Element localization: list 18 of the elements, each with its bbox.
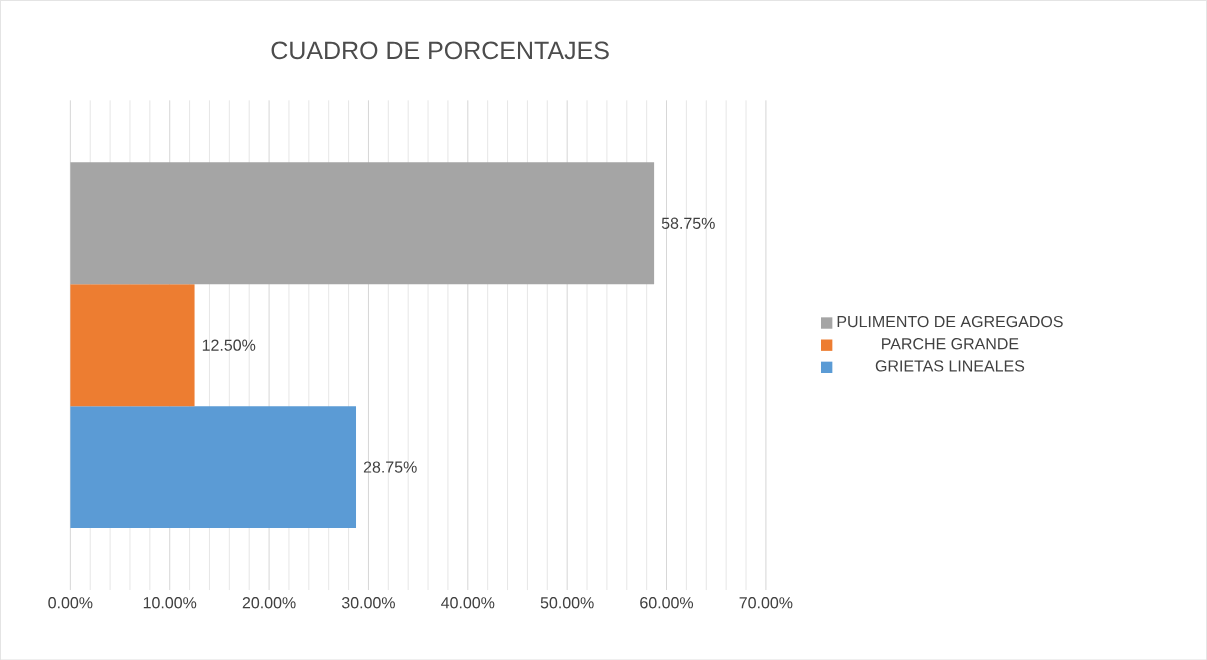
text: PARCHE GRANDE bbox=[882, 337, 1019, 350]
x-tick-label: 40.00% bbox=[441, 596, 495, 609]
data-label: 12.50% bbox=[202, 339, 256, 351]
bar bbox=[70, 405, 357, 528]
bar bbox=[70, 284, 195, 406]
x-tick-label: 60.00% bbox=[640, 596, 694, 609]
x-tick-label: 0.00% bbox=[48, 596, 93, 609]
bar bbox=[70, 162, 655, 285]
x-tick-label: 20.00% bbox=[242, 596, 296, 609]
legend-label: PULIMENTO DE AGREGADOS bbox=[837, 315, 1063, 328]
text: GRIETAS LINEALES bbox=[875, 360, 1025, 372]
x-tick-label: 10.00% bbox=[143, 596, 197, 609]
x-tick-label: 30.00% bbox=[341, 596, 395, 609]
chart-title: CUADRO DE PORCENTAJES bbox=[271, 41, 609, 60]
x-tick-label: 70.00% bbox=[739, 596, 793, 609]
data-label: 58.75% bbox=[661, 217, 715, 229]
data-label: 28.75% bbox=[363, 461, 417, 473]
x-tick-label: 50.00% bbox=[540, 596, 594, 609]
